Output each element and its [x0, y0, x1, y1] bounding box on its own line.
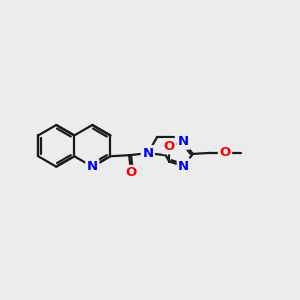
Text: N: N — [178, 135, 189, 148]
Text: O: O — [164, 140, 175, 153]
Text: N: N — [142, 147, 153, 160]
Text: O: O — [219, 146, 231, 159]
Text: O: O — [126, 167, 137, 179]
Text: N: N — [87, 160, 98, 173]
Text: N: N — [178, 160, 189, 173]
